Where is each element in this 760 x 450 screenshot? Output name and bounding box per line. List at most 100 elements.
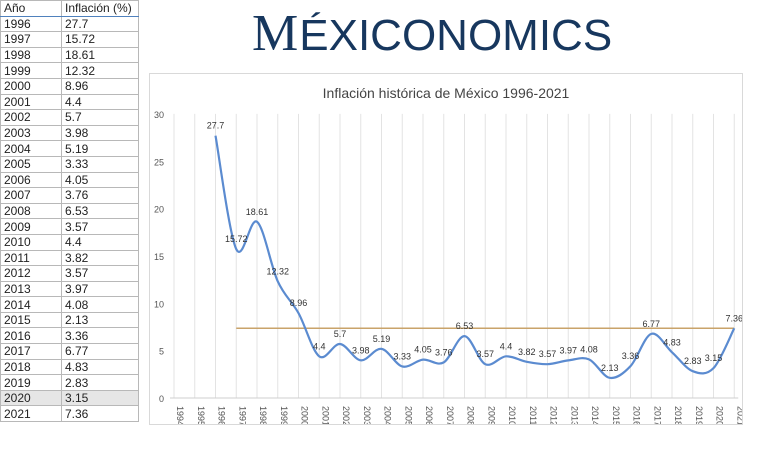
year-cell[interactable]: 2007 (0, 187, 62, 204)
year-cell[interactable]: 2012 (0, 265, 62, 282)
table-row: 2002 5.7 (0, 109, 139, 126)
table-row: 2021 7.36 (0, 405, 139, 423)
data-label: 4.83 (663, 337, 681, 347)
table-row: 2020 3.15 (0, 389, 139, 407)
table-row: 2004 5.19 (0, 140, 139, 157)
x-tick-label: 2000 (300, 406, 310, 424)
table-row: 2007 3.76 (0, 187, 139, 204)
x-tick-label: 2009 (486, 406, 496, 424)
data-label: 2.13 (601, 363, 619, 373)
data-label: 4.08 (580, 344, 598, 354)
data-label: 3.15 (705, 353, 723, 363)
year-cell[interactable]: 2011 (0, 249, 62, 267)
x-tick-label: 1998 (258, 406, 268, 424)
data-label: 18.61 (246, 207, 269, 217)
inflation-cell[interactable]: 15.72 (61, 31, 139, 48)
data-label: 15.72 (225, 234, 248, 244)
mexiconomics-logo: MÉXICONOMICS (252, 4, 612, 63)
inflation-cell[interactable]: 8.96 (61, 77, 139, 95)
year-cell[interactable]: 2005 (0, 155, 62, 173)
year-cell[interactable]: 2013 (0, 280, 62, 298)
year-cell[interactable]: 2019 (0, 374, 62, 391)
year-cell[interactable]: 2002 (0, 109, 62, 126)
table-row: 1996 27.7 (0, 15, 139, 33)
table-row: 2015 2.13 (0, 311, 139, 329)
x-tick-label: 2006 (424, 406, 434, 424)
table-row: 2001 4.4 (0, 93, 139, 111)
data-label: 12.32 (266, 266, 289, 276)
year-cell[interactable]: 2008 (0, 202, 62, 220)
inflation-cell[interactable]: 3.57 (61, 218, 139, 235)
x-tick-label: 1997 (237, 406, 247, 424)
x-tick-label: 2015 (611, 406, 621, 424)
year-cell[interactable]: 1999 (0, 62, 62, 79)
x-tick-label: 1994 (175, 406, 185, 424)
x-tick-label: 2004 (383, 406, 393, 424)
year-cell[interactable]: 2001 (0, 93, 62, 111)
inflation-chart[interactable]: Inflación histórica de México 1996-2021 … (149, 73, 745, 426)
inflation-cell[interactable]: 4.4 (61, 93, 139, 111)
inflation-cell[interactable]: 12.32 (61, 62, 139, 79)
year-cell[interactable]: 2003 (0, 124, 62, 142)
x-tick-label: 2012 (549, 406, 559, 424)
inflation-cell[interactable]: 3.36 (61, 327, 139, 345)
inflation-cell[interactable]: 4.05 (61, 171, 139, 189)
year-cell[interactable]: 2000 (0, 77, 62, 95)
table-row: 2017 6.77 (0, 343, 139, 360)
year-cell[interactable]: 2020 (0, 389, 62, 407)
inflation-cell[interactable]: 5.7 (61, 109, 139, 126)
inflation-cell[interactable]: 2.13 (61, 311, 139, 329)
x-tick-label: 2002 (341, 406, 351, 424)
data-label: 7.36 (725, 313, 742, 323)
data-label: 3.33 (393, 351, 411, 361)
x-tick-label: 2005 (403, 406, 413, 424)
x-tick-label: 1995 (196, 406, 206, 424)
year-cell[interactable]: 2004 (0, 140, 62, 157)
inflation-cell[interactable]: 3.15 (61, 389, 139, 407)
x-tick-label: 2008 (466, 406, 476, 424)
data-label: 4.4 (313, 341, 326, 351)
year-cell[interactable]: 2017 (0, 343, 62, 360)
y-tick-label: 20 (154, 205, 164, 215)
year-cell[interactable]: 2015 (0, 311, 62, 329)
inflation-cell[interactable]: 4.4 (61, 233, 139, 251)
inflation-cell[interactable]: 3.57 (61, 265, 139, 282)
table-row: 1998 18.61 (0, 46, 139, 64)
inflation-table: Año Inflación (%) 1996 27.7 1997 15.72 1998 1… (0, 0, 139, 423)
data-label: 8.96 (290, 298, 308, 308)
inflation-cell[interactable]: 27.7 (61, 15, 139, 33)
year-cell[interactable]: 2021 (0, 405, 62, 423)
table-row: 2005 3.33 (0, 155, 139, 173)
y-tick-label: 25 (154, 157, 164, 167)
x-tick-label: 1996 (217, 406, 227, 424)
data-label: 6.77 (642, 319, 660, 329)
inflation-cell[interactable]: 3.82 (61, 249, 139, 267)
x-tick-label: 2017 (652, 406, 662, 424)
inflation-cell[interactable]: 7.36 (61, 405, 139, 423)
year-cell[interactable]: 2018 (0, 358, 62, 376)
data-label: 4.4 (500, 341, 513, 351)
inflation-cell[interactable]: 6.77 (61, 343, 139, 360)
table-row: 2016 3.36 (0, 327, 139, 345)
year-cell[interactable]: 2016 (0, 327, 62, 345)
x-tick-label: 2001 (320, 406, 330, 424)
year-cell[interactable]: 2006 (0, 171, 62, 189)
year-cell[interactable]: 1997 (0, 31, 62, 48)
year-cell[interactable]: 2009 (0, 218, 62, 235)
inflation-cell[interactable]: 3.76 (61, 187, 139, 204)
inflation-cell[interactable]: 3.97 (61, 280, 139, 298)
inflation-cell[interactable]: 4.08 (61, 296, 139, 313)
inflation-cell[interactable]: 18.61 (61, 46, 139, 64)
inflation-cell[interactable]: 5.19 (61, 140, 139, 157)
year-cell[interactable]: 2014 (0, 296, 62, 313)
header-inflation[interactable]: Inflación (%) (61, 0, 139, 17)
inflation-cell[interactable]: 6.53 (61, 202, 139, 220)
inflation-cell[interactable]: 3.33 (61, 155, 139, 173)
year-cell[interactable]: 2010 (0, 233, 62, 251)
year-cell[interactable]: 1998 (0, 46, 62, 64)
year-cell[interactable]: 1996 (0, 15, 62, 33)
header-year[interactable]: Año (0, 0, 62, 17)
inflation-cell[interactable]: 2.83 (61, 374, 139, 391)
inflation-cell[interactable]: 4.83 (61, 358, 139, 376)
inflation-cell[interactable]: 3.98 (61, 124, 139, 142)
